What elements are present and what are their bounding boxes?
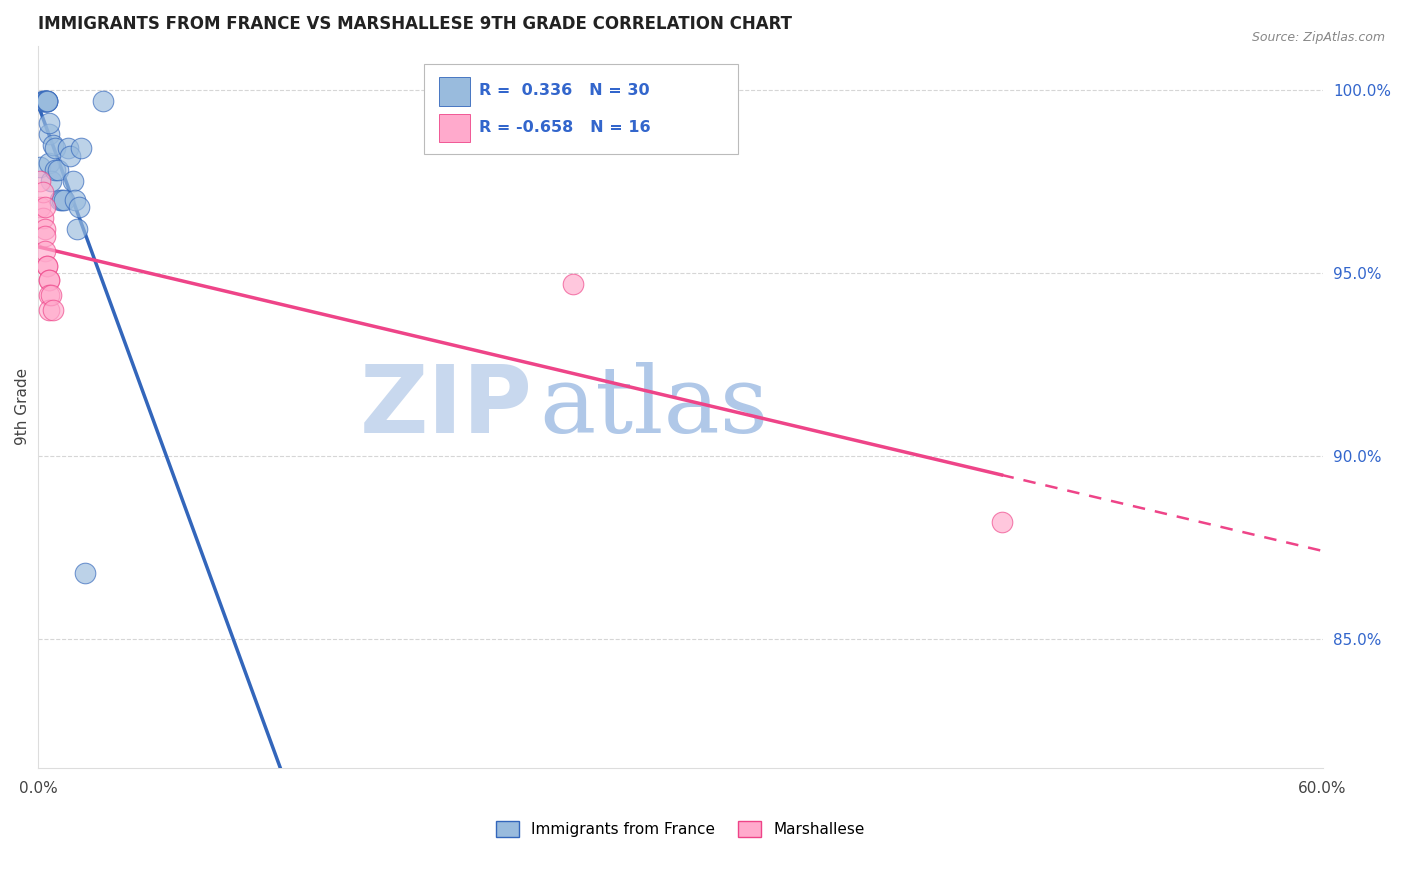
Point xyxy=(39,288,62,302)
Point xyxy=(46,163,69,178)
Point xyxy=(30,200,52,214)
Point xyxy=(66,222,89,236)
Legend: Immigrants from France, Marshallese: Immigrants from France, Marshallese xyxy=(491,815,870,843)
Point xyxy=(34,200,56,214)
Point xyxy=(35,94,58,108)
Point xyxy=(34,244,56,258)
Point xyxy=(35,259,58,273)
Point xyxy=(562,277,585,291)
Text: R = -0.658   N = 16: R = -0.658 N = 16 xyxy=(479,120,651,135)
Text: ZIP: ZIP xyxy=(360,360,533,452)
Point xyxy=(34,222,56,236)
FancyBboxPatch shape xyxy=(423,63,738,154)
Point xyxy=(44,141,66,155)
Text: R =  0.336   N = 30: R = 0.336 N = 30 xyxy=(479,83,650,98)
Point xyxy=(62,174,84,188)
Point xyxy=(59,148,82,162)
Point xyxy=(75,566,97,581)
Point xyxy=(63,193,86,207)
Point xyxy=(53,193,76,207)
Point xyxy=(70,141,93,155)
Point xyxy=(31,186,53,200)
Point xyxy=(44,163,66,178)
Point xyxy=(38,127,60,141)
Point xyxy=(30,174,52,188)
Text: atlas: atlas xyxy=(538,361,769,451)
Point xyxy=(35,94,58,108)
Point xyxy=(39,174,62,188)
Point xyxy=(38,288,60,302)
Point xyxy=(42,137,65,152)
Point xyxy=(30,160,52,174)
Point xyxy=(34,94,56,108)
Point xyxy=(990,515,1012,529)
Point xyxy=(35,94,58,108)
Point xyxy=(35,259,58,273)
Text: Source: ZipAtlas.com: Source: ZipAtlas.com xyxy=(1251,31,1385,45)
Point xyxy=(51,193,73,207)
FancyBboxPatch shape xyxy=(439,77,470,105)
Point xyxy=(58,141,80,155)
Point xyxy=(38,156,60,170)
Point xyxy=(35,94,58,108)
Y-axis label: 9th Grade: 9th Grade xyxy=(15,368,30,445)
Point xyxy=(31,94,53,108)
Point xyxy=(42,302,65,317)
Point xyxy=(38,273,60,287)
Point xyxy=(38,302,60,317)
Point xyxy=(31,211,53,225)
Point xyxy=(91,94,114,108)
Text: IMMIGRANTS FROM FRANCE VS MARSHALLESE 9TH GRADE CORRELATION CHART: IMMIGRANTS FROM FRANCE VS MARSHALLESE 9T… xyxy=(38,15,793,33)
FancyBboxPatch shape xyxy=(439,113,470,143)
Point xyxy=(67,200,90,214)
Point xyxy=(34,94,56,108)
Point xyxy=(38,115,60,129)
Point xyxy=(31,94,53,108)
Point xyxy=(34,94,56,108)
Point xyxy=(38,273,60,287)
Point xyxy=(34,229,56,244)
Point xyxy=(48,193,70,207)
